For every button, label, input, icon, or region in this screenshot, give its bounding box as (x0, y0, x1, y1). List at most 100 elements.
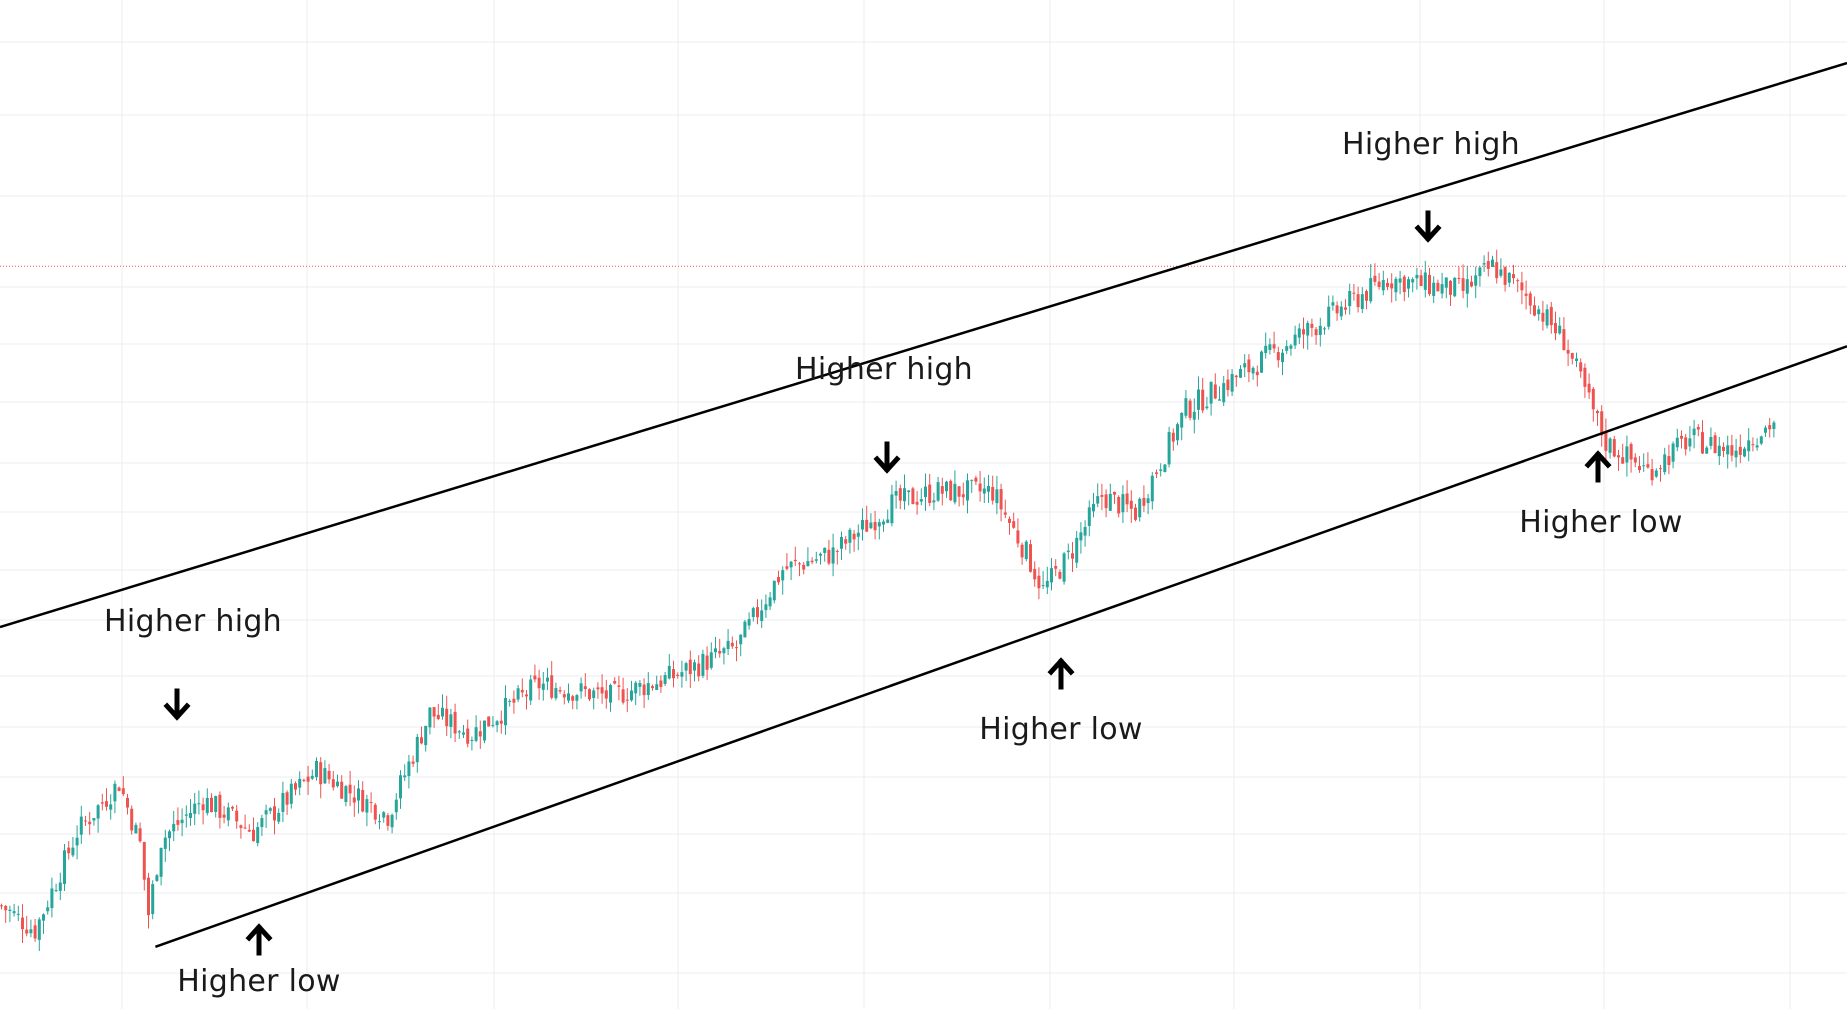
candle-down (571, 696, 575, 701)
candle-down (1213, 384, 1217, 399)
candle-up (1440, 284, 1444, 294)
candle-up (680, 672, 684, 677)
candle-up (79, 816, 83, 835)
candle-up (982, 488, 986, 494)
candle-down (1171, 432, 1175, 442)
candle-down (537, 677, 541, 689)
candle-down (1390, 283, 1394, 289)
candle-up (1432, 282, 1436, 296)
candle-up (428, 707, 432, 728)
candle-down (1457, 277, 1461, 279)
candle-down (319, 762, 323, 785)
candle-down (1659, 468, 1662, 470)
candle-down (1566, 349, 1570, 354)
candle-up (1772, 422, 1776, 429)
candle-down (1272, 344, 1276, 349)
candle-down (596, 687, 600, 690)
candle-up (1339, 306, 1343, 317)
candle-up (1360, 294, 1364, 310)
candle-down (273, 806, 276, 821)
candle-down (1579, 362, 1583, 372)
candle-up (189, 812, 192, 818)
candle-up (1062, 553, 1066, 582)
candle-up (1726, 445, 1730, 455)
candle-down (697, 663, 701, 677)
candle-down (1600, 411, 1604, 436)
candle-up (1575, 358, 1578, 362)
candle-up (1642, 465, 1646, 467)
candle-up (1281, 352, 1284, 363)
candle-down (67, 847, 71, 854)
candle-down (1234, 375, 1238, 378)
candle-up (667, 665, 671, 679)
candle-down (957, 486, 961, 497)
candle-down (730, 642, 734, 647)
candle-down (672, 669, 675, 679)
candle-up (1398, 278, 1402, 283)
candle-up (1176, 424, 1179, 441)
candle-up (936, 482, 940, 501)
candle-down (1751, 444, 1755, 446)
candle-down (1071, 553, 1074, 559)
candle-up (1260, 351, 1263, 373)
candle-down (1533, 305, 1536, 316)
arrow-up-icon (244, 922, 274, 956)
candle-up (781, 570, 785, 581)
candle-down (558, 690, 562, 692)
candle-up (1407, 279, 1410, 289)
candle-up (1482, 263, 1486, 265)
candle-up (474, 727, 478, 741)
candle-up (281, 792, 285, 812)
candle-up (1230, 373, 1234, 392)
candle-down (1633, 457, 1637, 463)
candle-up (75, 837, 79, 846)
candle-up (823, 547, 827, 553)
higher-low-label-2: Higher low (979, 712, 1143, 747)
candle-down (1356, 294, 1360, 308)
higher-low-label-3: Higher low (1519, 505, 1683, 540)
candle-down (1276, 352, 1280, 361)
candle-up (1688, 438, 1692, 447)
candle-up (722, 648, 726, 654)
candle-down (432, 707, 436, 717)
candle-up (630, 690, 633, 701)
candle-up (71, 847, 75, 856)
candle-down (25, 929, 29, 934)
candle-up (970, 479, 974, 481)
candle-down (1638, 466, 1641, 471)
candle-down (1604, 431, 1608, 451)
candle-up (298, 778, 302, 788)
candle-down (562, 694, 566, 698)
candle-down (1155, 472, 1158, 474)
candle-down (621, 689, 625, 703)
candle-up (714, 648, 717, 653)
candle-up (1297, 328, 1301, 338)
candle-down (1352, 292, 1356, 294)
candle-up (1264, 345, 1268, 354)
candle-down (252, 829, 255, 842)
candle-down (613, 680, 617, 684)
candle-down (1486, 261, 1490, 269)
candle-down (1554, 322, 1557, 334)
candle-up (953, 483, 957, 503)
candle-down (411, 761, 415, 764)
candle-down (705, 655, 709, 670)
candle-down (1612, 439, 1616, 457)
candle-down (210, 797, 213, 813)
candle-down (1436, 282, 1440, 292)
candle-up (1491, 259, 1494, 268)
higher-high-label-1: Higher high (104, 604, 282, 639)
candle-down (550, 675, 554, 698)
candle-down (117, 787, 121, 791)
candle-up (457, 731, 461, 733)
candle-down (802, 564, 806, 570)
candle-down (1037, 575, 1041, 589)
candle-down (793, 559, 797, 562)
candle-down (420, 737, 423, 744)
candle-down (835, 550, 839, 552)
candle-up (1050, 568, 1053, 583)
candle-down (1314, 329, 1318, 336)
candle-up (336, 781, 339, 787)
candle-up (684, 663, 688, 671)
